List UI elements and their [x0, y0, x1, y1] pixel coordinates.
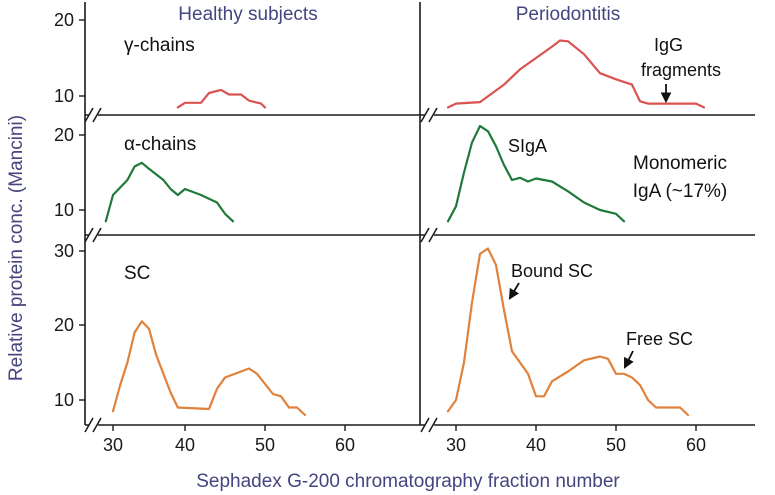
- y-tick-label: 30: [54, 241, 74, 261]
- break-gap: [425, 110, 434, 120]
- break-gap: [89, 110, 98, 120]
- series-layer: [104, 39, 706, 417]
- x-axis-label: Sephadex G-200 chromatography fraction n…: [196, 471, 620, 492]
- break-mark: [428, 417, 438, 433]
- y-tick-label: 10: [54, 86, 74, 106]
- x-ticks-left: 30 40 50 60: [103, 425, 355, 455]
- x-tick-label: 30: [446, 435, 466, 455]
- y-ticks: 20 10 20 10 30 20 10: [54, 10, 85, 410]
- alpha-series-healthy: [104, 161, 235, 223]
- panel-frame: [84, 2, 755, 426]
- annotation-sigA: SIgA: [508, 136, 547, 156]
- break-mark: [428, 227, 438, 243]
- break-mark: [420, 107, 430, 123]
- break-mark: [420, 417, 430, 433]
- x-tick-label: 50: [606, 435, 626, 455]
- break-gap: [89, 230, 98, 240]
- break-gap: [425, 420, 434, 430]
- annotation-monomeric-line-2: IgA (~17%): [633, 181, 728, 202]
- break-mark: [428, 107, 438, 123]
- x-tick-label: 50: [255, 435, 275, 455]
- break-mark: [92, 227, 102, 243]
- annotation-free-sc: Free SC: [626, 329, 693, 349]
- annotation-free-sc-arrow: [624, 350, 634, 369]
- y-tick-label: 10: [54, 200, 74, 220]
- y-axis-label: Relative protein conc. (Mancini): [6, 115, 27, 381]
- break-mark: [420, 227, 430, 243]
- x-tick-label: 40: [526, 435, 546, 455]
- annotation-bound-sc: Bound SC: [511, 261, 593, 281]
- break-gap: [89, 420, 98, 430]
- break-gap: [425, 230, 434, 240]
- annotation-igg-line-2: fragments: [641, 60, 721, 80]
- row-label-alpha: α-chains: [124, 134, 196, 155]
- break-mark: [92, 417, 102, 433]
- break-mark: [84, 227, 94, 243]
- y-tick-label: 10: [54, 390, 74, 410]
- annotation-bound-sc-arrow: [508, 282, 520, 300]
- x-tick-label: 40: [175, 435, 195, 455]
- column-title-healthy: Healthy subjects: [178, 4, 317, 25]
- gamma-series-periodontitis: [446, 39, 706, 109]
- y-tick-label: 20: [54, 125, 74, 145]
- break-mark: [84, 107, 94, 123]
- row-label-gamma: γ-chains: [124, 35, 195, 56]
- y-tick-label: 20: [54, 315, 74, 335]
- alpha-series-periodontitis: [446, 124, 626, 223]
- sc-series-periodontitis: [446, 247, 690, 417]
- break-mark: [92, 107, 102, 123]
- x-tick-label: 30: [103, 435, 123, 455]
- axis-breaks: [84, 107, 438, 433]
- break-mark: [84, 417, 94, 433]
- x-tick-label: 60: [686, 435, 706, 455]
- x-tick-label: 60: [335, 435, 355, 455]
- x-ticks-right: 30 40 50 60: [446, 425, 706, 455]
- y-tick-label: 20: [54, 10, 74, 30]
- annotation-monomeric-line-1: Monomeric: [633, 153, 727, 174]
- sc-series-healthy: [111, 320, 307, 417]
- row-label-sc: SC: [124, 263, 150, 284]
- annotation-igg-line-1: IgG: [654, 35, 683, 55]
- gamma-series-healthy: [176, 88, 267, 109]
- column-title-periodontitis: Periodontitis: [516, 4, 621, 25]
